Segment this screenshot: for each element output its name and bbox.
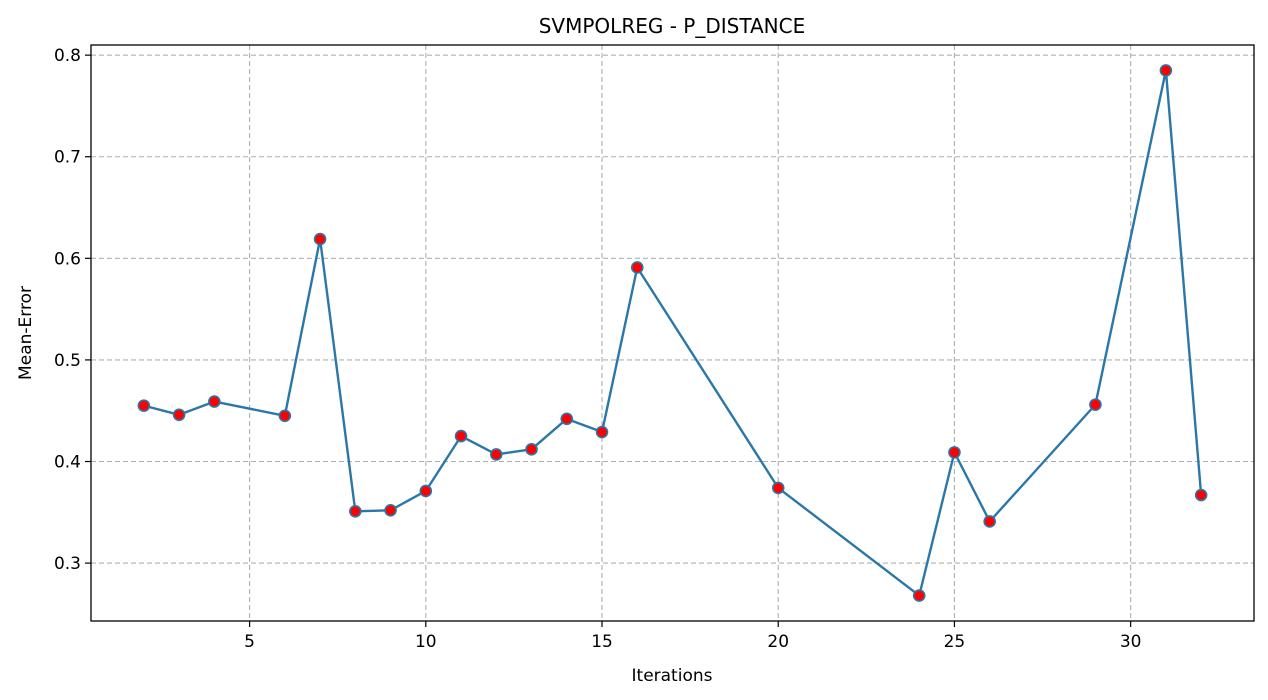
data-point-marker: [454, 429, 468, 443]
axis-ticks: 5 10 15 20 25 30 0.3 0.4 0.5 0.6 0.7 0.8: [54, 46, 1142, 652]
y-tick-label: 0.8: [54, 46, 81, 66]
x-tick-label: 10: [415, 632, 437, 652]
data-point-marker: [983, 515, 996, 528]
series-line: [143, 69, 1203, 597]
x-tick-label: 15: [591, 632, 613, 652]
data-point-marker: [525, 443, 538, 456]
x-tick-label: 25: [944, 632, 966, 652]
y-tick-label: 0.6: [54, 249, 81, 269]
y-tick-label: 0.7: [54, 148, 81, 168]
data-point-marker: [349, 504, 362, 518]
data-point-marker: [489, 448, 503, 461]
y-tick-label: 0.3: [54, 554, 81, 574]
y-tick-label: 0.5: [54, 351, 81, 371]
data-point-marker: [208, 395, 221, 408]
data-point-marker: [1194, 488, 1208, 502]
data-point-marker: [630, 261, 644, 274]
x-tick-label: 20: [767, 632, 789, 652]
y-axis-title: Mean-Error: [16, 286, 36, 380]
chart-title: SVMPOLREG - P_DISTANCE: [539, 14, 806, 38]
x-axis-title: Iterations: [632, 666, 713, 686]
data-point-marker: [172, 408, 186, 422]
grid-lines: [91, 45, 1254, 621]
data-point-marker: [313, 232, 327, 246]
data-point-marker: [1159, 64, 1173, 77]
data-point-marker: [1089, 398, 1102, 411]
data-point-marker: [595, 425, 609, 439]
x-tick-label: 30: [1120, 632, 1142, 652]
data-point-marker: [278, 409, 292, 423]
y-tick-label: 0.4: [54, 453, 81, 473]
data-point-marker: [912, 589, 926, 602]
plot-area-frame: [90, 44, 1255, 622]
data-point-marker: [419, 484, 433, 498]
data-point-marker: [137, 399, 151, 412]
data-point-marker: [948, 446, 961, 459]
series-layer: [137, 64, 1208, 602]
data-point-marker: [771, 481, 785, 495]
data-point-marker: [384, 503, 397, 517]
x-tick-label: 5: [244, 632, 255, 652]
data-point-marker: [560, 412, 574, 426]
